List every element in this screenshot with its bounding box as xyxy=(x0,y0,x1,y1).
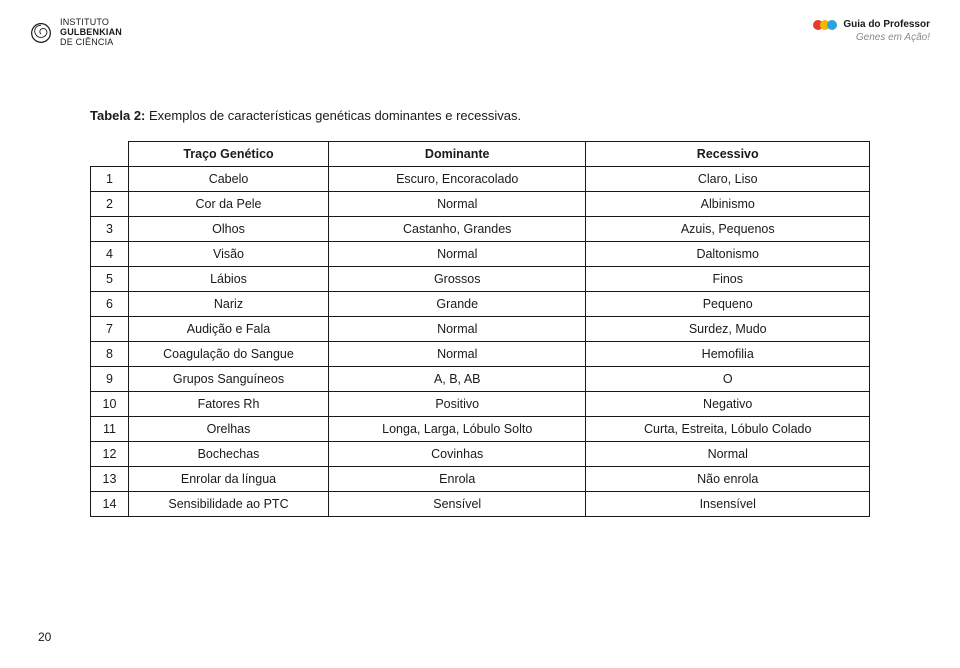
cell-recessive: Azuis, Pequenos xyxy=(586,216,870,241)
cell-trait: Olhos xyxy=(129,216,329,241)
table-row: 4VisãoNormalDaltonismo xyxy=(91,241,870,266)
cell-recessive: Normal xyxy=(586,441,870,466)
logo-text: INSTITUTO GULBENKIAN DE CIÊNCIA xyxy=(60,18,122,48)
cell-dominant: Normal xyxy=(329,316,586,341)
cell-recessive: Negativo xyxy=(586,391,870,416)
table-row: 2Cor da PeleNormalAlbinismo xyxy=(91,191,870,216)
cell-num: 3 xyxy=(91,216,129,241)
cell-num: 14 xyxy=(91,491,129,516)
cell-num: 7 xyxy=(91,316,129,341)
cell-trait: Sensibilidade ao PTC xyxy=(129,491,329,516)
cell-dominant: Grande xyxy=(329,291,586,316)
header-empty xyxy=(91,141,129,166)
cell-num: 10 xyxy=(91,391,129,416)
cell-dominant: Castanho, Grandes xyxy=(329,216,586,241)
cell-trait: Audição e Fala xyxy=(129,316,329,341)
cell-dominant: Covinhas xyxy=(329,441,586,466)
table-row: 8Coagulação do SangueNormalHemofilia xyxy=(91,341,870,366)
cell-trait: Fatores Rh xyxy=(129,391,329,416)
cell-dominant: Normal xyxy=(329,191,586,216)
cell-dominant: Escuro, Encoracolado xyxy=(329,166,586,191)
institute-logo: INSTITUTO GULBENKIAN DE CIÊNCIA xyxy=(30,18,122,48)
guide-label: Guia do Professor Genes em Ação! xyxy=(813,18,930,44)
table-row: 14Sensibilidade ao PTCSensívelInsensível xyxy=(91,491,870,516)
cell-num: 5 xyxy=(91,266,129,291)
cell-trait: Bochechas xyxy=(129,441,329,466)
cell-trait: Orelhas xyxy=(129,416,329,441)
cell-recessive: Insensível xyxy=(586,491,870,516)
cell-num: 8 xyxy=(91,341,129,366)
cell-num: 9 xyxy=(91,366,129,391)
cell-num: 11 xyxy=(91,416,129,441)
cell-num: 1 xyxy=(91,166,129,191)
page-header: INSTITUTO GULBENKIAN DE CIÊNCIA Guia do … xyxy=(0,0,960,48)
cell-num: 2 xyxy=(91,191,129,216)
table-row: 11OrelhasLonga, Larga, Lóbulo SoltoCurta… xyxy=(91,416,870,441)
cell-trait: Cabelo xyxy=(129,166,329,191)
cell-dominant: A, B, AB xyxy=(329,366,586,391)
cell-recessive: O xyxy=(586,366,870,391)
table-row: 9Grupos SanguíneosA, B, ABO xyxy=(91,366,870,391)
page-number: 20 xyxy=(38,630,51,644)
cell-recessive: Claro, Liso xyxy=(586,166,870,191)
cell-trait: Lábios xyxy=(129,266,329,291)
caption-rest: Exemplos de características genéticas do… xyxy=(145,108,521,123)
table-row: 5LábiosGrossosFinos xyxy=(91,266,870,291)
cell-recessive: Finos xyxy=(586,266,870,291)
table-row: 1CabeloEscuro, EncoracoladoClaro, Liso xyxy=(91,166,870,191)
cell-recessive: Albinismo xyxy=(586,191,870,216)
table-row: 6NarizGrandePequeno xyxy=(91,291,870,316)
cell-trait: Grupos Sanguíneos xyxy=(129,366,329,391)
cell-dominant: Enrola xyxy=(329,466,586,491)
cell-trait: Cor da Pele xyxy=(129,191,329,216)
cell-num: 6 xyxy=(91,291,129,316)
header-recessive: Recessivo xyxy=(586,141,870,166)
caption-bold: Tabela 2: xyxy=(90,108,145,123)
cell-dominant: Grossos xyxy=(329,266,586,291)
cell-trait: Nariz xyxy=(129,291,329,316)
guide-subtitle: Genes em Ação! xyxy=(856,31,930,44)
logo-line-3: DE CIÊNCIA xyxy=(60,38,122,48)
page-content: Tabela 2: Exemplos de características ge… xyxy=(0,48,960,517)
cell-dominant: Normal xyxy=(329,341,586,366)
cell-trait: Visão xyxy=(129,241,329,266)
guide-dots-icon xyxy=(813,20,837,30)
table-row: 7Audição e FalaNormalSurdez, Mudo xyxy=(91,316,870,341)
cell-num: 13 xyxy=(91,466,129,491)
guide-title: Guia do Professor xyxy=(843,18,930,31)
table-row: 10Fatores RhPositivoNegativo xyxy=(91,391,870,416)
genetics-table: Traço Genético Dominante Recessivo 1Cabe… xyxy=(90,141,870,517)
cell-dominant: Longa, Larga, Lóbulo Solto xyxy=(329,416,586,441)
table-caption: Tabela 2: Exemplos de características ge… xyxy=(90,108,870,123)
cell-recessive: Surdez, Mudo xyxy=(586,316,870,341)
header-trait: Traço Genético xyxy=(129,141,329,166)
cell-recessive: Daltonismo xyxy=(586,241,870,266)
cell-dominant: Positivo xyxy=(329,391,586,416)
table-row: 3OlhosCastanho, GrandesAzuis, Pequenos xyxy=(91,216,870,241)
cell-recessive: Não enrola xyxy=(586,466,870,491)
header-dominant: Dominante xyxy=(329,141,586,166)
cell-recessive: Pequeno xyxy=(586,291,870,316)
cell-num: 12 xyxy=(91,441,129,466)
cell-dominant: Normal xyxy=(329,241,586,266)
cell-trait: Coagulação do Sangue xyxy=(129,341,329,366)
cell-trait: Enrolar da língua xyxy=(129,466,329,491)
cell-recessive: Hemofilia xyxy=(586,341,870,366)
dot-3 xyxy=(827,20,837,30)
table-body: 1CabeloEscuro, EncoracoladoClaro, Liso2C… xyxy=(91,166,870,516)
cell-dominant: Sensível xyxy=(329,491,586,516)
table-row: 12BochechasCovinhasNormal xyxy=(91,441,870,466)
table-row: 13Enrolar da línguaEnrolaNão enrola xyxy=(91,466,870,491)
cell-recessive: Curta, Estreita, Lóbulo Colado xyxy=(586,416,870,441)
cell-num: 4 xyxy=(91,241,129,266)
table-header-row: Traço Genético Dominante Recessivo xyxy=(91,141,870,166)
logo-swirl-icon xyxy=(30,22,52,44)
